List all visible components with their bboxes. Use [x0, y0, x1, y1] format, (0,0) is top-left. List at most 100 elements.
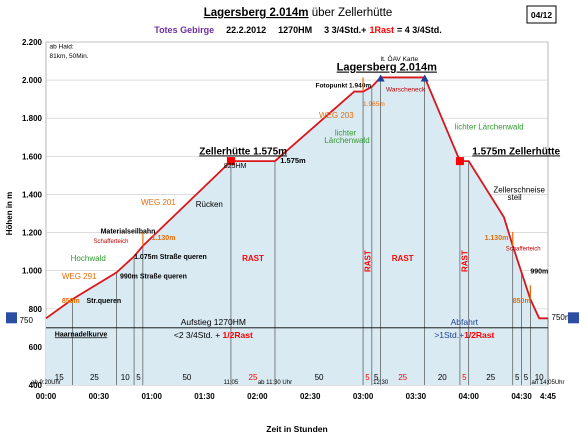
- annotation-haid2: 81km, 50Min.: [50, 53, 89, 60]
- segment-duration-label: 5: [136, 373, 141, 382]
- profile-line: [45, 76, 548, 320]
- annotation-m1075: 1.075m Straße queren: [134, 254, 207, 261]
- annotation-m1575a: 1.575m: [280, 156, 306, 165]
- annotation-ruecken: Rücken: [196, 200, 223, 209]
- title-suffix: über Zellerhütte: [309, 7, 393, 19]
- summit-marker: [420, 74, 429, 82]
- y-tick-label: 1.000: [22, 267, 43, 276]
- y-tick-label: 800: [29, 305, 43, 314]
- y-tick-label: 1.600: [22, 152, 43, 161]
- summit-marker: [376, 74, 385, 82]
- hut-marker: [455, 157, 464, 166]
- annotation-m1130b: 1.130m: [485, 235, 509, 242]
- y-tick-label: 1.400: [22, 190, 43, 199]
- annotation-weg203: WEG 203: [319, 111, 354, 120]
- annotation-haid: ab Haid:: [50, 44, 74, 51]
- x-axis-title: Zeit in Stunden: [266, 424, 327, 434]
- y-tick-label: 2.200: [22, 38, 43, 47]
- page-badge: 04/12: [531, 10, 553, 20]
- annotation-m750: 750m: [552, 313, 572, 322]
- annotation-p750: 750: [20, 316, 34, 325]
- x-tick-label: 03:00: [353, 392, 374, 401]
- annotation-zschneise: Zellerschneise: [493, 186, 545, 195]
- rast-label: RAST: [363, 250, 372, 272]
- time-label: 12:30: [373, 380, 389, 386]
- x-tick-label: 03:30: [406, 392, 427, 401]
- annotation-matseil: Materialseilbahn: [101, 229, 156, 236]
- time-label: 11:05: [224, 380, 239, 386]
- subtitle-date: 22.2.2012: [226, 25, 266, 35]
- annotation-zellerhuette1: Zellerhütte 1.575m: [199, 146, 287, 157]
- annotation-m1130a: 1.130m: [152, 235, 176, 242]
- parking-icon: [568, 312, 579, 324]
- annotation-m850: 850m: [62, 298, 80, 305]
- aufstieg-duration-a: <2 3/4Std. +: [174, 330, 223, 340]
- segment-duration-label: 5: [515, 373, 520, 382]
- annotation-laerch1b: Lärchenwald: [324, 136, 369, 145]
- annotation-zschneise2: steil: [507, 193, 521, 202]
- segment-duration-label: 10: [121, 373, 130, 382]
- aufstieg-duration-rast: 1/2Rast: [223, 330, 253, 340]
- time-label: ab 11:30 Uhr: [258, 380, 292, 386]
- annotation-hochwald: Hochwald: [71, 254, 106, 263]
- subtitle-formula-a: 3 3/4Std.+: [324, 25, 366, 35]
- y-tick-label: 400: [29, 381, 43, 390]
- abfahrt-duration: >1Std.+1/2Rast: [434, 330, 494, 340]
- x-tick-label: 02:00: [247, 392, 268, 401]
- time-label: ab 9:20Uhr: [31, 380, 61, 386]
- rast-label: RAST: [460, 250, 469, 272]
- aufstieg-label: Aufstieg 1270HM: [181, 317, 246, 327]
- segment-duration-label: 5: [524, 373, 529, 382]
- chart-title: Lagersberg 2.014m über Zellerhütte: [204, 7, 393, 19]
- subtitle-hm: 1270HM: [278, 25, 312, 35]
- segment-duration-label: 50: [182, 373, 191, 382]
- subtitle-formula-rast: 1Rast: [369, 25, 394, 35]
- segment-duration-label: 20: [438, 373, 447, 382]
- segment-duration-label: 25: [398, 373, 407, 382]
- annotation-m990: 990m Straße queren: [120, 273, 187, 280]
- title-main: Lagersberg 2.014m: [204, 7, 309, 19]
- x-tick-label: 02:30: [300, 392, 321, 401]
- page-badge-box: [526, 5, 557, 24]
- aufstieg-duration: <2 3/4Std. + 1/2Rast: [174, 330, 253, 340]
- annotation-lagersberg: Lagersberg 2.014m: [337, 62, 437, 74]
- segment-duration-label: 25: [486, 373, 495, 382]
- rast-label: RAST: [242, 254, 264, 263]
- x-tick-label: 4:45: [540, 392, 557, 401]
- annotation-weg201: WEG 201: [141, 198, 176, 207]
- x-tick-label: 01:00: [141, 392, 162, 401]
- y-axis-title: Höhen in m: [5, 192, 14, 236]
- y-tick-label: 2.000: [22, 76, 43, 85]
- x-tick-label: 01:30: [194, 392, 215, 401]
- segment-duration-label: 5: [365, 373, 370, 382]
- annotation-warsch: Warscheneck: [386, 87, 426, 94]
- x-tick-label: 04:30: [511, 392, 532, 401]
- segment-duration-label: 5: [374, 373, 379, 382]
- annotation-haarnadel: Haarnadelkurve: [55, 331, 108, 338]
- segment-duration-label: 10: [535, 373, 544, 382]
- annotation-zellerhuette2: 1.575m Zellerhütte: [472, 146, 560, 157]
- segment-duration-label: 25: [249, 373, 258, 382]
- subtitle-formula-b: = 4 3/4Std.: [397, 25, 442, 35]
- time-label: an 14:05Uhr: [531, 380, 564, 386]
- annotation-foto: Fotopunkt 1.940m: [315, 83, 371, 90]
- x-tick-label: 00:30: [89, 392, 110, 401]
- y-tick-label: 1.800: [22, 114, 43, 123]
- rast-label: RAST: [392, 254, 414, 263]
- x-tick-label: 04:00: [459, 392, 480, 401]
- annotation-m990b: 990m: [530, 269, 548, 276]
- annotation-laerch1: lichter: [335, 128, 357, 137]
- parking-icon: [6, 312, 17, 324]
- annotation-weg291: WEG 291: [62, 272, 97, 281]
- annotation-schaff2: Schafferteich: [506, 247, 541, 253]
- segment-duration-label: 50: [315, 373, 324, 382]
- segment-duration-label: 5: [462, 373, 467, 382]
- chart-subtitle: Totes Gebirge 22.2.2012 1270HM 3 3/4Std.+ 1R…: [154, 25, 442, 35]
- annotation-hm825: 825HM: [224, 163, 247, 170]
- annotation-laerch2: lichter Lärchenwald: [455, 123, 524, 132]
- annotation-m1965: 1.965m: [363, 101, 385, 108]
- segment-duration-label: 15: [55, 373, 64, 382]
- x-tick-label: 00:00: [36, 392, 57, 401]
- profile-area: [46, 77, 548, 386]
